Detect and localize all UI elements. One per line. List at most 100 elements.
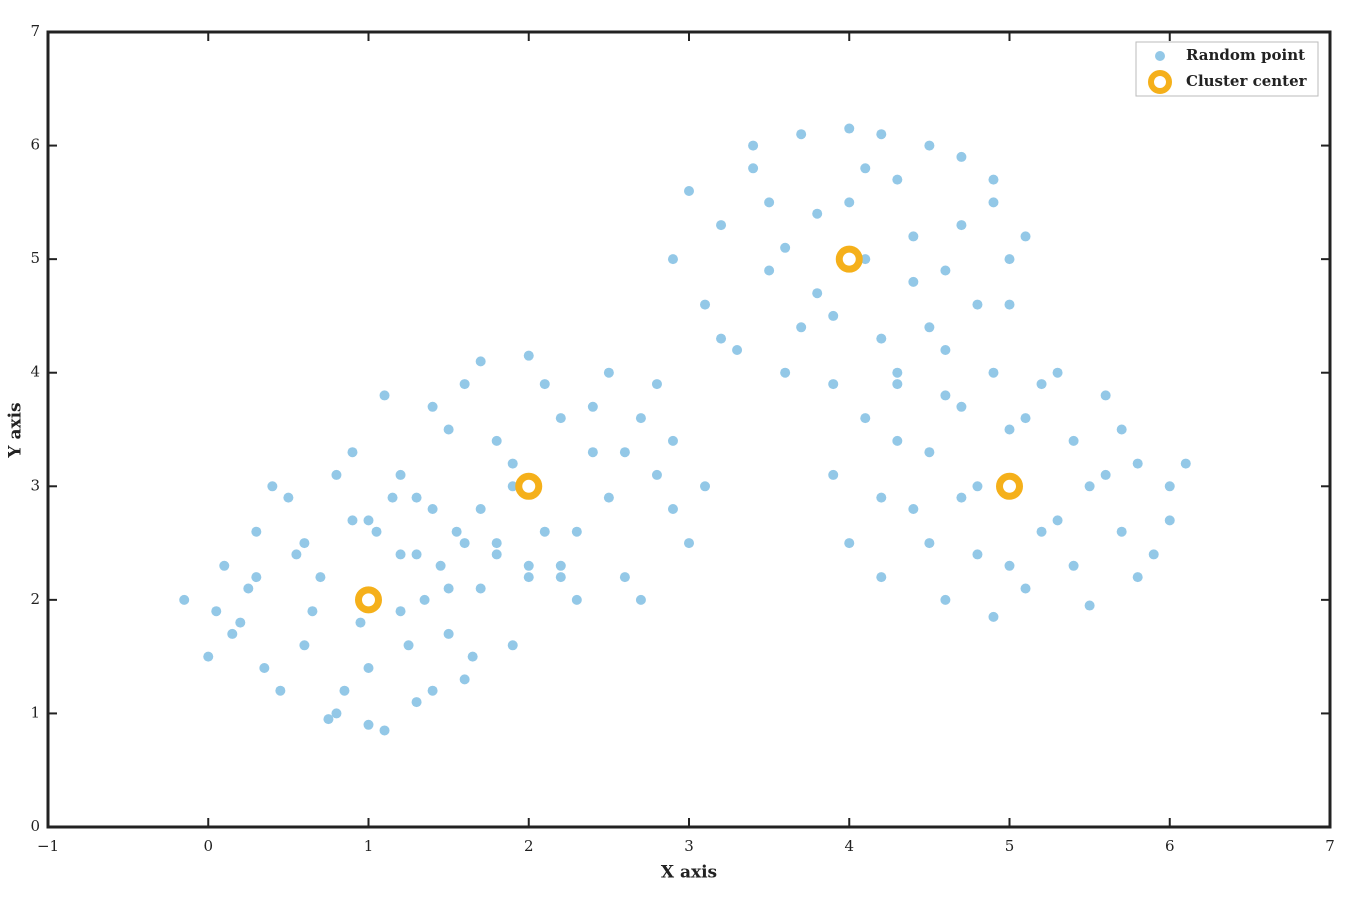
data-point bbox=[908, 231, 919, 242]
data-point bbox=[892, 174, 903, 185]
data-point bbox=[555, 560, 566, 571]
data-point bbox=[299, 538, 310, 549]
data-point bbox=[1116, 526, 1127, 537]
x-tick-label: 4 bbox=[844, 837, 854, 855]
data-point bbox=[539, 526, 550, 537]
data-point bbox=[716, 333, 727, 344]
data-point bbox=[491, 549, 502, 560]
data-point bbox=[748, 163, 759, 174]
data-point bbox=[972, 299, 983, 310]
data-point bbox=[748, 140, 759, 151]
data-point bbox=[411, 492, 422, 503]
data-point bbox=[179, 594, 190, 605]
data-point bbox=[812, 208, 823, 219]
data-point bbox=[1052, 515, 1063, 526]
data-point bbox=[347, 447, 358, 458]
data-point bbox=[491, 538, 502, 549]
data-point bbox=[275, 685, 286, 696]
data-point bbox=[523, 350, 534, 361]
data-point bbox=[419, 594, 430, 605]
data-point bbox=[571, 526, 582, 537]
data-point bbox=[651, 379, 662, 390]
data-point bbox=[764, 265, 775, 276]
data-point bbox=[243, 583, 254, 594]
data-point bbox=[940, 390, 951, 401]
data-point bbox=[587, 447, 598, 458]
data-point bbox=[860, 163, 871, 174]
data-point bbox=[700, 299, 711, 310]
x-tick-label: −1 bbox=[37, 837, 59, 855]
data-point bbox=[371, 526, 382, 537]
x-axis-title: X axis bbox=[661, 863, 717, 883]
x-tick-label: 5 bbox=[1005, 837, 1015, 855]
data-point bbox=[339, 685, 350, 696]
data-point bbox=[780, 367, 791, 378]
data-point bbox=[988, 367, 999, 378]
data-point bbox=[988, 174, 999, 185]
data-point bbox=[860, 413, 871, 424]
data-point bbox=[411, 697, 422, 708]
data-point bbox=[651, 469, 662, 480]
data-point bbox=[876, 572, 887, 583]
y-tick-label: 3 bbox=[30, 476, 40, 494]
data-point bbox=[1084, 600, 1095, 611]
data-point bbox=[459, 538, 470, 549]
data-point bbox=[411, 549, 422, 560]
data-point bbox=[635, 413, 646, 424]
data-point bbox=[211, 606, 222, 617]
data-point bbox=[1020, 413, 1031, 424]
data-point bbox=[956, 492, 967, 503]
data-point bbox=[844, 123, 855, 134]
data-point bbox=[1068, 560, 1079, 571]
data-point bbox=[716, 220, 727, 231]
data-point bbox=[892, 367, 903, 378]
data-point bbox=[908, 276, 919, 287]
data-point bbox=[379, 390, 390, 401]
data-point bbox=[684, 538, 694, 549]
data-point bbox=[523, 560, 534, 571]
data-point bbox=[539, 379, 550, 390]
data-point bbox=[892, 435, 903, 446]
data-point bbox=[451, 526, 462, 537]
data-point bbox=[732, 345, 743, 355]
data-point bbox=[403, 640, 414, 651]
data-point bbox=[491, 435, 502, 446]
data-point bbox=[796, 129, 807, 140]
data-point bbox=[555, 572, 566, 583]
data-point bbox=[267, 481, 278, 492]
data-point bbox=[395, 606, 406, 617]
y-tick-label: 2 bbox=[30, 590, 40, 608]
data-point bbox=[860, 254, 871, 265]
data-point bbox=[940, 345, 951, 355]
data-point bbox=[619, 572, 630, 583]
data-point bbox=[475, 583, 486, 594]
data-point bbox=[507, 458, 518, 469]
data-point bbox=[1052, 367, 1063, 378]
data-point bbox=[363, 515, 374, 526]
data-point bbox=[523, 572, 534, 583]
data-point bbox=[667, 504, 678, 514]
data-point bbox=[828, 379, 839, 390]
series bbox=[179, 123, 1191, 736]
data-point bbox=[227, 628, 238, 639]
data-point bbox=[812, 288, 823, 299]
data-point bbox=[667, 254, 678, 265]
x-tick-label: 6 bbox=[1165, 837, 1175, 855]
data-point bbox=[1180, 458, 1191, 469]
data-point bbox=[956, 151, 967, 162]
y-tick-label: 5 bbox=[30, 249, 40, 267]
data-point bbox=[571, 594, 582, 605]
y-tick-label: 1 bbox=[30, 703, 40, 721]
data-point bbox=[1132, 458, 1143, 469]
data-point bbox=[1100, 390, 1111, 401]
data-point bbox=[924, 322, 935, 333]
data-point bbox=[1164, 515, 1175, 526]
data-point bbox=[395, 469, 406, 480]
data-point bbox=[315, 572, 326, 583]
data-point bbox=[467, 651, 478, 662]
data-point bbox=[828, 310, 839, 321]
data-point bbox=[1132, 572, 1143, 583]
data-point bbox=[956, 220, 967, 231]
data-point bbox=[619, 447, 630, 458]
data-point bbox=[1068, 435, 1079, 446]
